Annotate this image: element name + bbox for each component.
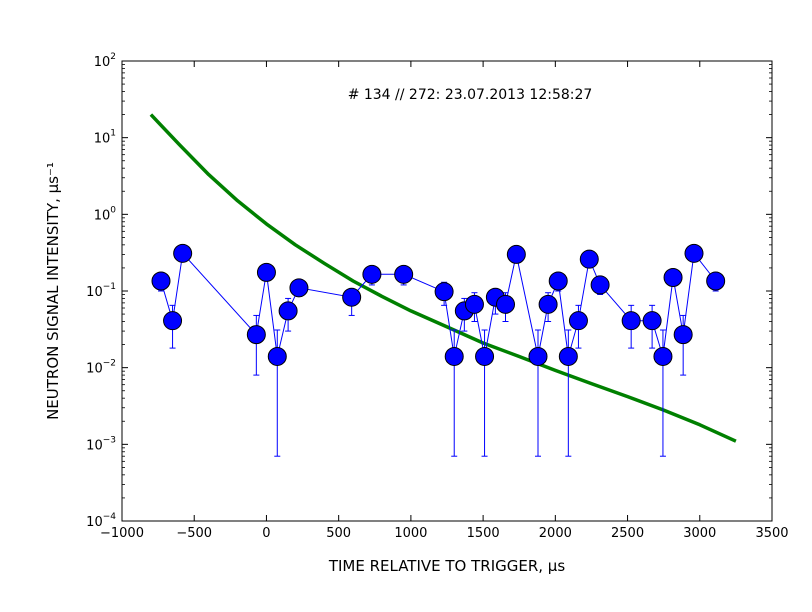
data-point <box>538 294 558 314</box>
data-point <box>663 267 683 287</box>
data-point <box>684 243 704 263</box>
data-point <box>621 311 641 331</box>
data-point <box>590 275 610 295</box>
x-tick-label: 500 <box>326 526 351 541</box>
x-tick-label: 2000 <box>539 526 572 541</box>
y-axis-ticks: 10−4 10−3 10−2 10−1 100 101 102 <box>86 52 772 530</box>
y-axis-label: NEUTRON SIGNAL INTENSITY, μs⁻¹ <box>44 162 62 420</box>
y-tick-label: 10−4 <box>86 512 116 530</box>
data-point <box>653 346 673 366</box>
data-point <box>706 271 726 291</box>
x-axis-label: TIME RELATIVE TO TRIGGER, μs <box>328 557 566 575</box>
data-point <box>558 346 578 366</box>
data-point <box>673 325 693 345</box>
y-tick-label: 10−3 <box>86 435 116 453</box>
data-point <box>496 294 515 314</box>
data-point <box>246 325 266 345</box>
y-tick-label: 10−1 <box>86 282 116 300</box>
data-point <box>289 278 309 298</box>
data-point <box>394 264 414 284</box>
x-tick-label: −1000 <box>100 526 144 541</box>
x-tick-label: 1500 <box>467 526 500 541</box>
data-point <box>278 301 298 321</box>
fit-curve-line <box>149 113 737 443</box>
x-tick-label: 3000 <box>683 526 716 541</box>
data-point <box>548 271 568 291</box>
y-tick-label: 101 <box>94 129 116 147</box>
data-point <box>267 346 287 366</box>
x-tick-label: 0 <box>262 526 270 541</box>
data-point <box>568 311 588 331</box>
data-point <box>256 262 276 282</box>
data-point <box>475 346 495 366</box>
data-point <box>342 287 362 307</box>
fit-curve-layer <box>149 113 737 443</box>
data-series-layer <box>151 243 726 457</box>
x-axis-ticks: −1000 −500 0 500 1000 1500 2000 2500 3000 3500 <box>100 61 789 541</box>
x-tick-label: 3500 <box>755 526 788 541</box>
data-point <box>173 243 193 263</box>
data-point <box>528 346 548 366</box>
data-point <box>434 282 454 302</box>
data-point <box>163 311 183 331</box>
y-tick-label: 102 <box>94 52 116 70</box>
data-point <box>362 264 382 284</box>
data-point <box>642 311 662 331</box>
x-tick-label: −500 <box>176 526 212 541</box>
data-point <box>464 294 484 314</box>
x-tick-label: 1000 <box>394 526 427 541</box>
chart-annotation: # 134 // 272: 23.07.2013 12:58:27 <box>348 87 593 103</box>
y-tick-label: 10−2 <box>86 359 116 377</box>
y-tick-label: 100 <box>94 205 117 223</box>
data-point <box>151 271 171 291</box>
x-tick-label: 2500 <box>611 526 644 541</box>
data-point <box>506 244 526 264</box>
data-point <box>579 249 599 269</box>
data-point <box>444 346 464 366</box>
